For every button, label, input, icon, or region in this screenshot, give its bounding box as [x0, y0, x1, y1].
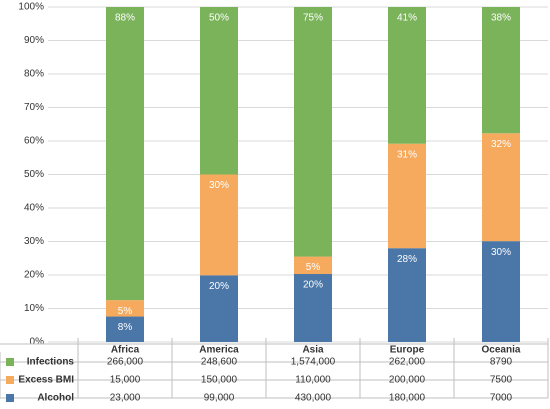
table-cell: 99,000	[204, 393, 235, 404]
x-tick-label: Oceania	[482, 345, 521, 356]
legend-label: Excess BMI	[18, 375, 74, 386]
data-label: 5%	[118, 306, 133, 317]
table-cell: 262,000	[389, 357, 426, 368]
x-tick-label: America	[199, 345, 239, 356]
bar-segment	[388, 143, 426, 249]
y-tick-label: 70%	[24, 102, 44, 113]
y-tick-label: 10%	[24, 303, 44, 314]
data-label: 50%	[209, 13, 229, 24]
y-tick-label: 100%	[18, 2, 44, 13]
table-cell: 150,000	[201, 375, 238, 386]
legend-swatch	[6, 376, 14, 384]
data-label: 28%	[397, 254, 417, 265]
bar-segment	[106, 7, 144, 301]
bar-segment	[482, 241, 520, 342]
data-label: 20%	[303, 280, 323, 291]
table-cell: 23,000	[110, 393, 141, 404]
bar-segment	[200, 174, 238, 276]
legend-swatch	[6, 394, 14, 402]
bar-segment	[200, 275, 238, 342]
table-cell: 7000	[490, 393, 513, 404]
y-tick-label: 40%	[24, 203, 44, 214]
data-label: 88%	[115, 13, 135, 24]
legend-label: Alcohol	[37, 393, 74, 404]
x-tick-label: Europe	[390, 345, 425, 356]
table-cell: 8790	[490, 357, 513, 368]
bar-segment	[482, 133, 520, 242]
table-cell: 15,000	[110, 375, 141, 386]
table-cell: 266,000	[107, 357, 144, 368]
bar-segment	[388, 248, 426, 342]
legend-swatch	[6, 358, 14, 366]
data-label: 30%	[491, 247, 511, 258]
table-cell: 248,600	[201, 357, 238, 368]
bar-segment	[200, 7, 238, 175]
bar-segment	[294, 256, 332, 274]
table-cell: 1,574,000	[291, 357, 336, 368]
table-cell: 430,000	[295, 393, 332, 404]
table-cell: 200,000	[389, 375, 426, 386]
legend-label: Infections	[27, 357, 75, 368]
data-label: 8%	[118, 322, 133, 333]
data-label: 41%	[397, 13, 417, 24]
y-tick-label: 20%	[24, 270, 44, 281]
bar-segment	[106, 300, 144, 317]
y-tick-label: 50%	[24, 169, 44, 180]
bar-segment	[294, 273, 332, 342]
data-label: 38%	[491, 13, 511, 24]
x-tick-label: Asia	[302, 345, 324, 356]
y-tick-label: 90%	[24, 35, 44, 46]
table-cell: 180,000	[389, 393, 426, 404]
y-tick-label: 60%	[24, 136, 44, 147]
bar-segment	[388, 7, 426, 144]
bar-segment	[106, 316, 144, 342]
data-label: 31%	[397, 149, 417, 160]
y-tick-label: 30%	[24, 236, 44, 247]
x-tick-label: Africa	[111, 345, 140, 356]
bar-segment	[294, 7, 332, 257]
table-cell: 110,000	[295, 375, 331, 386]
table-cell: 7500	[490, 375, 513, 386]
y-tick-label: 80%	[24, 69, 44, 80]
data-label: 30%	[209, 180, 229, 191]
y-tick-label: 0%	[30, 337, 45, 348]
bar-segment	[482, 7, 520, 134]
data-label: 32%	[491, 139, 511, 150]
data-label: 5%	[306, 262, 321, 273]
data-label: 75%	[303, 13, 323, 24]
data-label: 20%	[209, 281, 229, 292]
